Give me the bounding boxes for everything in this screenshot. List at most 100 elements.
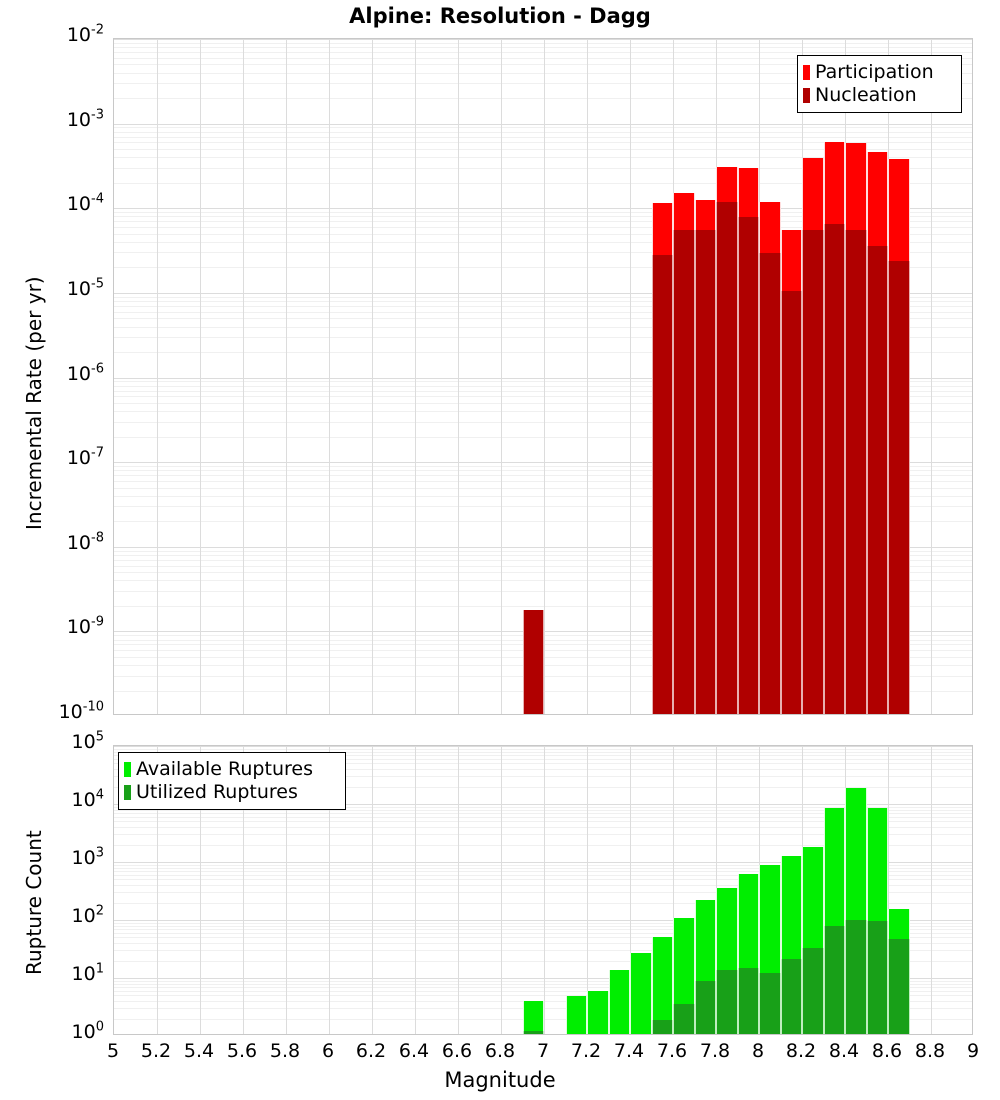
gridline-minor (114, 868, 972, 869)
gridline-minor (114, 466, 972, 467)
bar-available-ruptures (565, 995, 587, 1034)
top-y-tick-label: 10-9 (66, 615, 104, 639)
bar-available-ruptures (630, 953, 652, 1034)
gridline-minor (114, 43, 972, 44)
gridline-minor (114, 137, 972, 138)
top-legend-label: Nucleation (815, 84, 917, 106)
gridline-minor (114, 961, 972, 962)
bottom-y-axis-title: Rupture Count (22, 830, 46, 975)
x-tick-label: 6.8 (484, 1040, 516, 1062)
x-tick-label: 8 (751, 1040, 765, 1062)
x-tick-label: 5.8 (269, 1040, 301, 1062)
gridline-minor (114, 926, 972, 927)
gridline-vertical (415, 746, 416, 1034)
bar-utilized-ruptures (888, 938, 910, 1034)
bar-nucleation (780, 291, 802, 714)
bar-nucleation (866, 245, 888, 714)
gridline-minor (114, 47, 972, 48)
gridline-minor (114, 943, 972, 944)
gridline-vertical (243, 39, 244, 714)
gridline-minor (114, 381, 972, 382)
gridline-minor (114, 221, 972, 222)
x-tick-label: 6.2 (355, 1040, 387, 1062)
gridline-major (114, 124, 972, 125)
gridline-minor (114, 749, 972, 750)
gridline-minor (114, 83, 972, 84)
top-y-tick-label: 10-6 (66, 361, 104, 385)
gridline-minor (114, 301, 972, 302)
gridline-minor (114, 212, 972, 213)
gridline-minor (114, 352, 972, 353)
gridline-vertical (501, 746, 502, 1034)
bottom-legend-label: Available Ruptures (136, 758, 313, 780)
gridline-minor (114, 807, 972, 808)
bottom-y-tick-label: 100 (71, 1019, 104, 1043)
gridline-vertical (372, 39, 373, 714)
x-tick-label: 8.6 (871, 1040, 903, 1062)
gridline-minor (114, 496, 972, 497)
x-tick-label: 8.4 (828, 1040, 860, 1062)
bar-nucleation (759, 252, 781, 714)
gridline-major (114, 208, 972, 209)
gridline-minor (114, 216, 972, 217)
gridline-vertical (587, 746, 588, 1034)
gridline-minor (114, 865, 972, 866)
gridline-minor (114, 591, 972, 592)
bottom-legend: Available Ruptures Utilized Ruptures (118, 752, 346, 810)
x-tick-label: 5.4 (183, 1040, 215, 1062)
bottom-legend-item: Available Ruptures (124, 758, 338, 781)
gridline-vertical (673, 746, 674, 1034)
bar-utilized-ruptures (522, 1031, 544, 1034)
bar-utilized-ruptures (802, 947, 824, 1034)
gridline-minor (114, 759, 972, 760)
gridline-minor (114, 481, 972, 482)
x-tick-label: 6.6 (441, 1040, 473, 1062)
gridline-minor (114, 817, 972, 818)
bar-utilized-ruptures (694, 980, 716, 1034)
gridline-minor (114, 488, 972, 489)
gridline-major (114, 547, 972, 548)
top-y-axis-title: Incremental Rate (per yr) (22, 276, 46, 530)
x-axis-title: Magnitude (444, 1068, 556, 1092)
top-legend: Participation Nucleation (797, 55, 962, 113)
bar-utilized-ruptures (651, 1019, 673, 1034)
gridline-minor (114, 337, 972, 338)
gridline-major (114, 462, 972, 463)
gridline-vertical (200, 39, 201, 714)
bottom-y-tick-label: 104 (71, 787, 104, 811)
bar-available-ruptures (608, 969, 630, 1034)
gridline-minor (114, 885, 972, 886)
legend-swatch-icon (124, 762, 131, 777)
x-tick-label: 8.8 (914, 1040, 946, 1062)
bottom-legend-item: Utilized Ruptures (124, 781, 338, 804)
gridline-minor (114, 834, 972, 835)
bar-nucleation (888, 260, 910, 714)
bottom-y-tick-label: 103 (71, 845, 104, 869)
gridline-minor (114, 981, 972, 982)
bottom-y-tick-label: 102 (71, 903, 104, 927)
gridline-minor (114, 475, 972, 476)
gridline-minor (114, 923, 972, 924)
gridline-minor (114, 98, 972, 99)
gridline-minor (114, 987, 972, 988)
legend-swatch-icon (803, 88, 810, 103)
bar-nucleation (845, 230, 867, 714)
bar-nucleation (522, 609, 544, 714)
gridline-vertical (630, 746, 631, 1034)
chart-title: Alpine: Resolution - Dagg (349, 4, 651, 28)
x-tick-label: 7 (536, 1040, 550, 1062)
incremental-rate-plot (113, 38, 973, 715)
gridline-vertical (458, 39, 459, 714)
gridline-minor (114, 306, 972, 307)
gridline-vertical (501, 39, 502, 714)
gridline-minor (114, 892, 972, 893)
bar-utilized-ruptures (845, 920, 867, 1034)
gridline-vertical (200, 746, 201, 1034)
x-tick-label: 6.4 (398, 1040, 430, 1062)
bar-utilized-ruptures (780, 959, 802, 1034)
gridline-minor (114, 157, 972, 158)
x-tick-label: 7.6 (656, 1040, 688, 1062)
top-y-tick-label: 10-7 (66, 445, 104, 470)
gridline-minor (114, 991, 972, 992)
